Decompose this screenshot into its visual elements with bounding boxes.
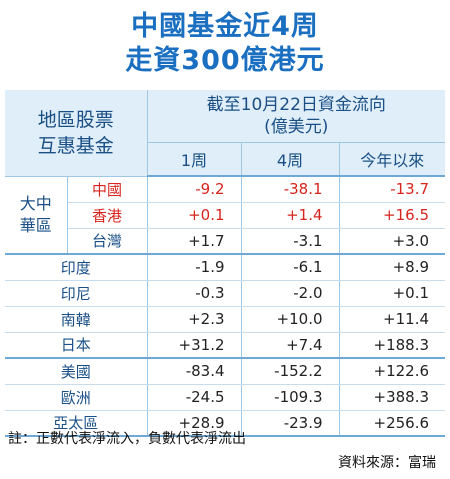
value-4w: -109.3 (241, 384, 340, 411)
table-row: 亞太區 +28.9 -23.9 +256.6 (5, 410, 446, 437)
region-label-line-2: 華區 (19, 215, 52, 235)
value-1w: -9.2 (147, 176, 242, 203)
header-left-line-1: 地區股票 (37, 108, 114, 131)
value-4w: -152.2 (241, 358, 340, 385)
header-right-line-2: (億美元) (264, 116, 329, 137)
header-right-line-1: 截至10月22日資金流向 (206, 94, 386, 115)
value-1w: -24.5 (147, 384, 242, 411)
value-1w: -1.9 (147, 254, 242, 281)
header-left-line-2: 互惠基金 (37, 134, 114, 157)
table-row: 台灣 +1.7 -3.1 +3.0 (5, 228, 446, 255)
fund-flow-table: 地區股票 互惠基金 截至10月22日資金流向 (億美元) 1周 4周 今年以來 … (5, 90, 446, 437)
value-ytd: +16.5 (339, 202, 446, 229)
value-ytd: +8.9 (339, 254, 446, 281)
title-line-1: 中國基金近4周 (131, 11, 319, 42)
market-label: 歐洲 (5, 384, 148, 411)
value-1w: +0.1 (147, 202, 242, 229)
value-1w: +2.3 (147, 306, 242, 333)
header-left: 地區股票 互惠基金 (5, 90, 148, 177)
title-block: 中國基金近4周 走資300億港元 (0, 0, 450, 92)
table-row: 香港 +0.1 +1.4 +16.5 (5, 202, 446, 229)
table-row: 日本 +31.2 +7.4 +188.3 (5, 332, 446, 359)
market-label: 中國 (67, 176, 148, 203)
value-1w: +1.7 (147, 228, 242, 255)
value-4w: -2.0 (241, 280, 340, 307)
title-line-2: 走資300億港元 (125, 45, 325, 76)
value-ytd: -13.7 (339, 176, 446, 203)
value-ytd: +188.3 (339, 332, 446, 359)
market-label: 美國 (5, 358, 148, 385)
column-header-row: 1周 4周 今年以來 (5, 142, 446, 177)
region-label-line-1: 大中 (19, 193, 52, 213)
market-label: 印尼 (5, 280, 148, 307)
market-label: 香港 (67, 202, 148, 229)
value-1w: -0.3 (147, 280, 242, 307)
value-ytd: +3.0 (339, 228, 446, 255)
value-4w: -38.1 (241, 176, 340, 203)
market-label: 南韓 (5, 306, 148, 333)
market-label: 台灣 (67, 228, 148, 255)
table-row: 南韓 +2.3 +10.0 +11.4 (5, 306, 446, 333)
header-right: 截至10月22日資金流向 (億美元) (147, 90, 446, 143)
footnote: 註：正數代表淨流入，負數代表淨流出 (8, 431, 246, 447)
value-4w: -3.1 (241, 228, 340, 255)
value-1w: +31.2 (147, 332, 242, 359)
source-credit: 資料來源：富瑞 (338, 455, 436, 471)
table-row: 印尼 -0.3 -2.0 +0.1 (5, 280, 446, 307)
value-ytd: +388.3 (339, 384, 446, 411)
market-label: 印度 (5, 254, 148, 281)
region-label-greater-china: 大中 華區 (5, 176, 68, 255)
column-header-4w: 4周 (241, 142, 340, 177)
table-row: 印度 -1.9 -6.1 +8.9 (5, 254, 446, 281)
header-row: 地區股票 互惠基金 截至10月22日資金流向 (億美元) (5, 90, 446, 177)
value-1w: -83.4 (147, 358, 242, 385)
market-label: 日本 (5, 332, 148, 359)
value-4w: +1.4 (241, 202, 340, 229)
column-header-1w: 1周 (147, 142, 242, 177)
table-row: 大中 華區 中國 -9.2 -38.1 -13.7 (5, 176, 446, 255)
value-4w: +10.0 (241, 306, 340, 333)
value-ytd: +122.6 (339, 358, 446, 385)
value-1w: +28.9 (147, 410, 242, 437)
value-ytd: +11.4 (339, 306, 446, 333)
value-4w: +7.4 (241, 332, 340, 359)
value-ytd: +0.1 (339, 280, 446, 307)
table-row: 美國 -83.4 -152.2 +122.6 (5, 358, 446, 385)
column-header-ytd: 今年以來 (339, 142, 446, 177)
value-4w: -23.9 (241, 410, 340, 437)
table-row: 歐洲 -24.5 -109.3 +388.3 (5, 384, 446, 411)
value-ytd: +256.6 (339, 410, 446, 437)
market-label: 亞太區 (5, 410, 148, 437)
value-4w: -6.1 (241, 254, 340, 281)
